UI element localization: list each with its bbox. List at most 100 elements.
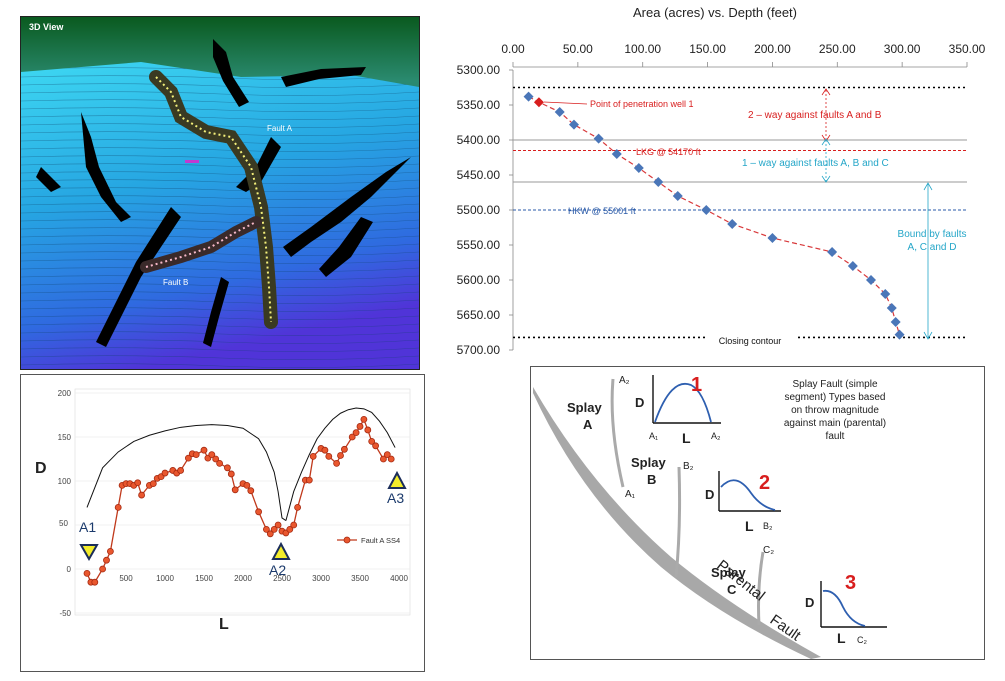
fault-y-50-label: 50 bbox=[59, 519, 68, 528]
area-data-point bbox=[533, 97, 544, 108]
two-way-label: 2 – way against faults A and B bbox=[748, 110, 882, 121]
area-y-tick-label: 5500.00 bbox=[457, 203, 501, 217]
area-data-point bbox=[653, 177, 664, 187]
fault-envelope-curve bbox=[285, 407, 396, 521]
area-series bbox=[523, 91, 905, 340]
fault-data-point bbox=[321, 446, 329, 454]
fault-data-point bbox=[231, 486, 239, 494]
area-y-tick-label: 5300.00 bbox=[457, 63, 501, 77]
fault-data-point bbox=[286, 525, 294, 533]
fault-y-tick-label: 100 bbox=[58, 477, 72, 486]
fault-data-point bbox=[337, 452, 344, 459]
fault-y-tick-label: 0 bbox=[67, 565, 72, 574]
area-chart-title: Area (acres) vs. Depth (feet) bbox=[633, 5, 797, 20]
svg-text:Splay: Splay bbox=[711, 565, 746, 580]
fault-data-point bbox=[290, 521, 298, 529]
fault-data-point bbox=[243, 482, 251, 489]
area-annotations: Point of penetration well 1 2 – way agai… bbox=[543, 88, 966, 346]
type-1-graph: D L A₁ A₂ 1 bbox=[635, 374, 721, 446]
fault-data-point bbox=[333, 460, 341, 467]
fault-a-label: Fault A bbox=[267, 124, 293, 133]
svg-text:C: C bbox=[727, 582, 737, 597]
fault-data-point bbox=[262, 525, 270, 533]
fault-data-point bbox=[360, 416, 368, 423]
splay-c-line bbox=[757, 551, 765, 626]
fault-data-point bbox=[99, 565, 106, 573]
area-data-point bbox=[894, 329, 905, 340]
fault-series bbox=[83, 416, 395, 586]
fault-data-point bbox=[208, 451, 216, 458]
svg-text:B₂: B₂ bbox=[763, 521, 773, 531]
fault-x-tick-label: 4000 bbox=[390, 574, 408, 583]
area-data-point bbox=[827, 247, 838, 257]
area-x-tick-label: 300.00 bbox=[884, 42, 921, 56]
fault-data-point bbox=[274, 521, 282, 529]
area-y-tick-label: 5450.00 bbox=[457, 168, 501, 182]
svg-text:D: D bbox=[705, 487, 714, 502]
fault-x-tick-label: 3000 bbox=[312, 574, 330, 583]
fault-data-point bbox=[227, 470, 235, 478]
area-data-point bbox=[611, 149, 622, 159]
fault-throw-profile: -50 0 100 150 200 500 1000 1500 2000 2500 3000 350… bbox=[20, 374, 425, 672]
area-y-tick-label: 5600.00 bbox=[457, 273, 501, 287]
splay-fault-diagram: Parental Fault Splay A Splay B Splay C A… bbox=[530, 366, 985, 660]
fault-data-point bbox=[192, 451, 200, 458]
hkw-label: HKW @ 55001 ft bbox=[568, 206, 636, 216]
type-2-graph: D L B₂ 2 bbox=[705, 471, 781, 534]
marker-a2: A2 bbox=[269, 541, 291, 578]
area-x-tick-label: 250.00 bbox=[819, 42, 856, 56]
fault-x-tick-label: 2000 bbox=[234, 574, 252, 583]
splay-c-label: Splay C bbox=[711, 565, 746, 597]
area-data-point bbox=[767, 233, 778, 243]
fault-data-point bbox=[383, 451, 391, 458]
fault-data-point bbox=[103, 556, 110, 564]
fault-data-point bbox=[114, 503, 122, 511]
area-x-tick-label: 0.00 bbox=[501, 42, 525, 56]
svg-text:C₂: C₂ bbox=[857, 635, 867, 645]
fault-data-point bbox=[309, 452, 317, 460]
area-y-tick-label: 5650.00 bbox=[457, 308, 501, 322]
area-x-axis: 0.00 50.00 100.00 150.00 200.00 250.00 300.00 3… bbox=[501, 42, 986, 68]
fault-data-point bbox=[177, 467, 185, 474]
bound-label-line2: A, C and D bbox=[908, 242, 957, 253]
splay-a-line bbox=[610, 378, 625, 488]
lkg-label: LKG @ 54170 ft bbox=[636, 147, 701, 157]
type-3-number: 3 bbox=[845, 572, 856, 594]
penetration-leader bbox=[543, 101, 588, 105]
svg-text:L: L bbox=[837, 630, 846, 646]
svg-text:Splay: Splay bbox=[631, 455, 666, 470]
svg-text:segment) Types based: segment) Types based bbox=[785, 392, 886, 403]
area-data-point bbox=[633, 163, 644, 173]
marker-a1: A1 bbox=[79, 519, 99, 562]
splay-a-bottom-label: A₁ bbox=[625, 489, 636, 500]
area-depth-plot: Area (acres) vs. Depth (feet) 0.00 50.00 1… bbox=[457, 5, 986, 357]
splay-c-top-label: C₂ bbox=[763, 545, 774, 556]
fault-x-tick-label: 500 bbox=[119, 574, 133, 583]
svg-text:D: D bbox=[805, 595, 814, 610]
svg-text:fault: fault bbox=[826, 431, 845, 442]
area-x-tick-label: 350.00 bbox=[949, 42, 985, 56]
fault-data-point bbox=[372, 442, 380, 450]
splay-b-label: Splay B bbox=[631, 455, 666, 487]
area-x-tick-label: 150.00 bbox=[689, 42, 726, 56]
fault-data-point bbox=[368, 438, 376, 445]
type-3-graph: D L C₂ 3 bbox=[805, 572, 887, 646]
fault-data-point bbox=[184, 454, 192, 462]
svg-text:L: L bbox=[682, 430, 691, 446]
svg-text:D: D bbox=[635, 395, 644, 410]
fault-data-point bbox=[91, 578, 99, 586]
fault-data-point bbox=[212, 455, 220, 463]
splay-b-top-label: B₂ bbox=[683, 461, 694, 472]
area-y-tick-label: 5350.00 bbox=[457, 98, 501, 112]
fault-data-point bbox=[364, 426, 372, 434]
marker-a3: A3 bbox=[387, 470, 407, 506]
area-data-point bbox=[701, 205, 712, 215]
area-data-point bbox=[593, 133, 604, 144]
fault-y-letter: D bbox=[35, 460, 47, 477]
area-data-point bbox=[890, 317, 901, 327]
type-1-number: 1 bbox=[691, 374, 702, 396]
area-y-axis: 5300.00 5350.00 5400.00 5450.00 5500.00 5550.… bbox=[457, 63, 514, 357]
3d-view-title: 3D View bbox=[29, 22, 64, 32]
area-data-point bbox=[523, 91, 534, 102]
fault-data-point bbox=[134, 479, 142, 487]
